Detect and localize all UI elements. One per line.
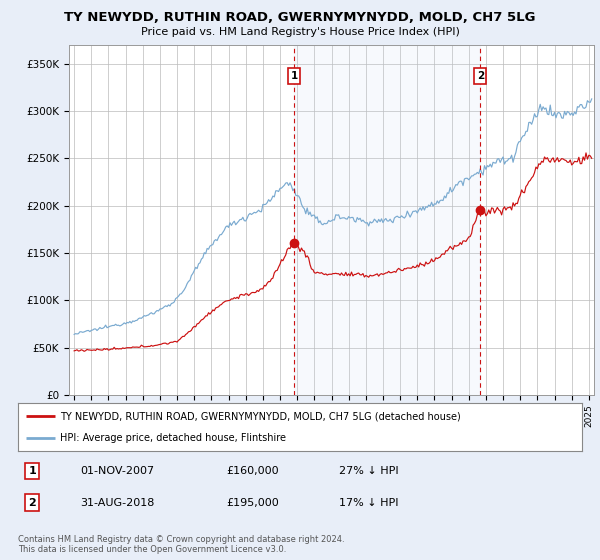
Text: £195,000: £195,000 bbox=[227, 498, 280, 508]
Text: Contains HM Land Registry data © Crown copyright and database right 2024.
This d: Contains HM Land Registry data © Crown c… bbox=[18, 535, 344, 554]
Text: £160,000: £160,000 bbox=[227, 466, 280, 476]
Text: 1: 1 bbox=[28, 466, 36, 476]
Text: 01-NOV-2007: 01-NOV-2007 bbox=[80, 466, 154, 476]
Text: HPI: Average price, detached house, Flintshire: HPI: Average price, detached house, Flin… bbox=[60, 433, 286, 443]
Text: TY NEWYDD, RUTHIN ROAD, GWERNYMYNYDD, MOLD, CH7 5LG (detached house): TY NEWYDD, RUTHIN ROAD, GWERNYMYNYDD, MO… bbox=[60, 411, 461, 421]
Text: 17% ↓ HPI: 17% ↓ HPI bbox=[340, 498, 399, 508]
Text: 31-AUG-2018: 31-AUG-2018 bbox=[80, 498, 154, 508]
Text: 2: 2 bbox=[28, 498, 36, 508]
Bar bbox=[294, 45, 480, 395]
Text: 27% ↓ HPI: 27% ↓ HPI bbox=[340, 466, 399, 476]
Text: TY NEWYDD, RUTHIN ROAD, GWERNYMYNYDD, MOLD, CH7 5LG: TY NEWYDD, RUTHIN ROAD, GWERNYMYNYDD, MO… bbox=[64, 11, 536, 24]
Text: Price paid vs. HM Land Registry's House Price Index (HPI): Price paid vs. HM Land Registry's House … bbox=[140, 27, 460, 37]
Text: 2: 2 bbox=[476, 71, 484, 81]
Text: 1: 1 bbox=[290, 71, 298, 81]
